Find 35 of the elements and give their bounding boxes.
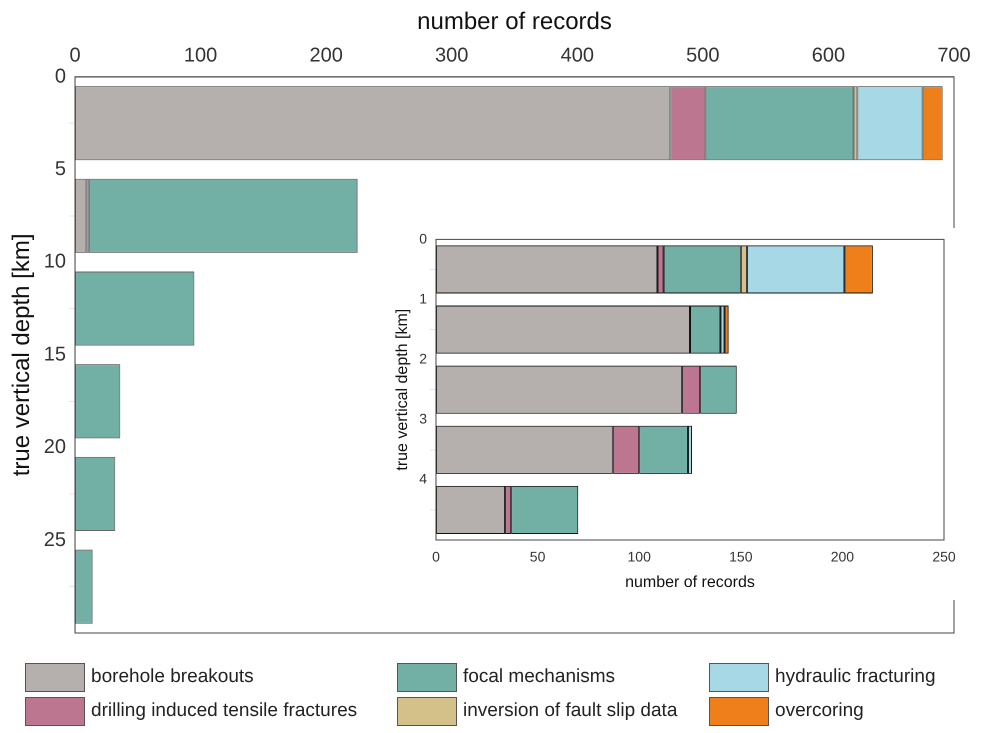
x-tick-label: 300: [435, 44, 468, 66]
x-tick-label: 500: [686, 44, 720, 66]
x-tick-label: 600: [812, 44, 846, 66]
x-tick-label: 200: [830, 548, 854, 564]
x-axis-title: number of records: [417, 8, 612, 36]
y-tick-label: 0: [419, 230, 428, 246]
y-tick-label: 15: [44, 343, 66, 366]
legend-label: drilling induced tensile fractures: [91, 700, 358, 722]
y-tick-label: 4: [419, 470, 428, 487]
y-tick-label: 0: [54, 65, 66, 88]
x-tick-label: 0: [432, 548, 440, 564]
x-tick-label: 200: [309, 44, 343, 66]
legend-label: hydraulic fracturing: [775, 666, 936, 688]
x-tick-label: 50: [530, 548, 546, 564]
y-tick-label: 2: [419, 350, 428, 366]
y-tick-label: 20: [44, 436, 66, 458]
x-tick-label: 700: [937, 44, 971, 66]
y-tick-label: 10: [44, 250, 66, 273]
x-tick-label: 150: [729, 548, 753, 564]
legend-label: borehole breakouts: [91, 666, 254, 688]
legend-label: focal mechanisms: [463, 666, 616, 688]
y-tick-label: 25: [44, 528, 66, 551]
y-axis-title: true vertical depth [km]: [8, 234, 36, 476]
y-tick-label: 3: [419, 410, 428, 427]
x-tick-label: 0: [69, 44, 81, 66]
x-axis-title: number of records: [625, 574, 755, 591]
x-tick-label: 250: [932, 548, 956, 564]
x-tick-label: 100: [184, 44, 218, 66]
legend-label: overcoring: [775, 700, 864, 722]
x-tick-label: 100: [628, 548, 652, 564]
y-axis-title: true vertical depth [km]: [394, 308, 412, 471]
y-tick-label: 1: [419, 290, 428, 306]
y-tick-label: 5: [54, 158, 66, 180]
legend-label: inversion of fault slip data: [463, 700, 678, 722]
x-tick-label: 400: [560, 44, 594, 66]
